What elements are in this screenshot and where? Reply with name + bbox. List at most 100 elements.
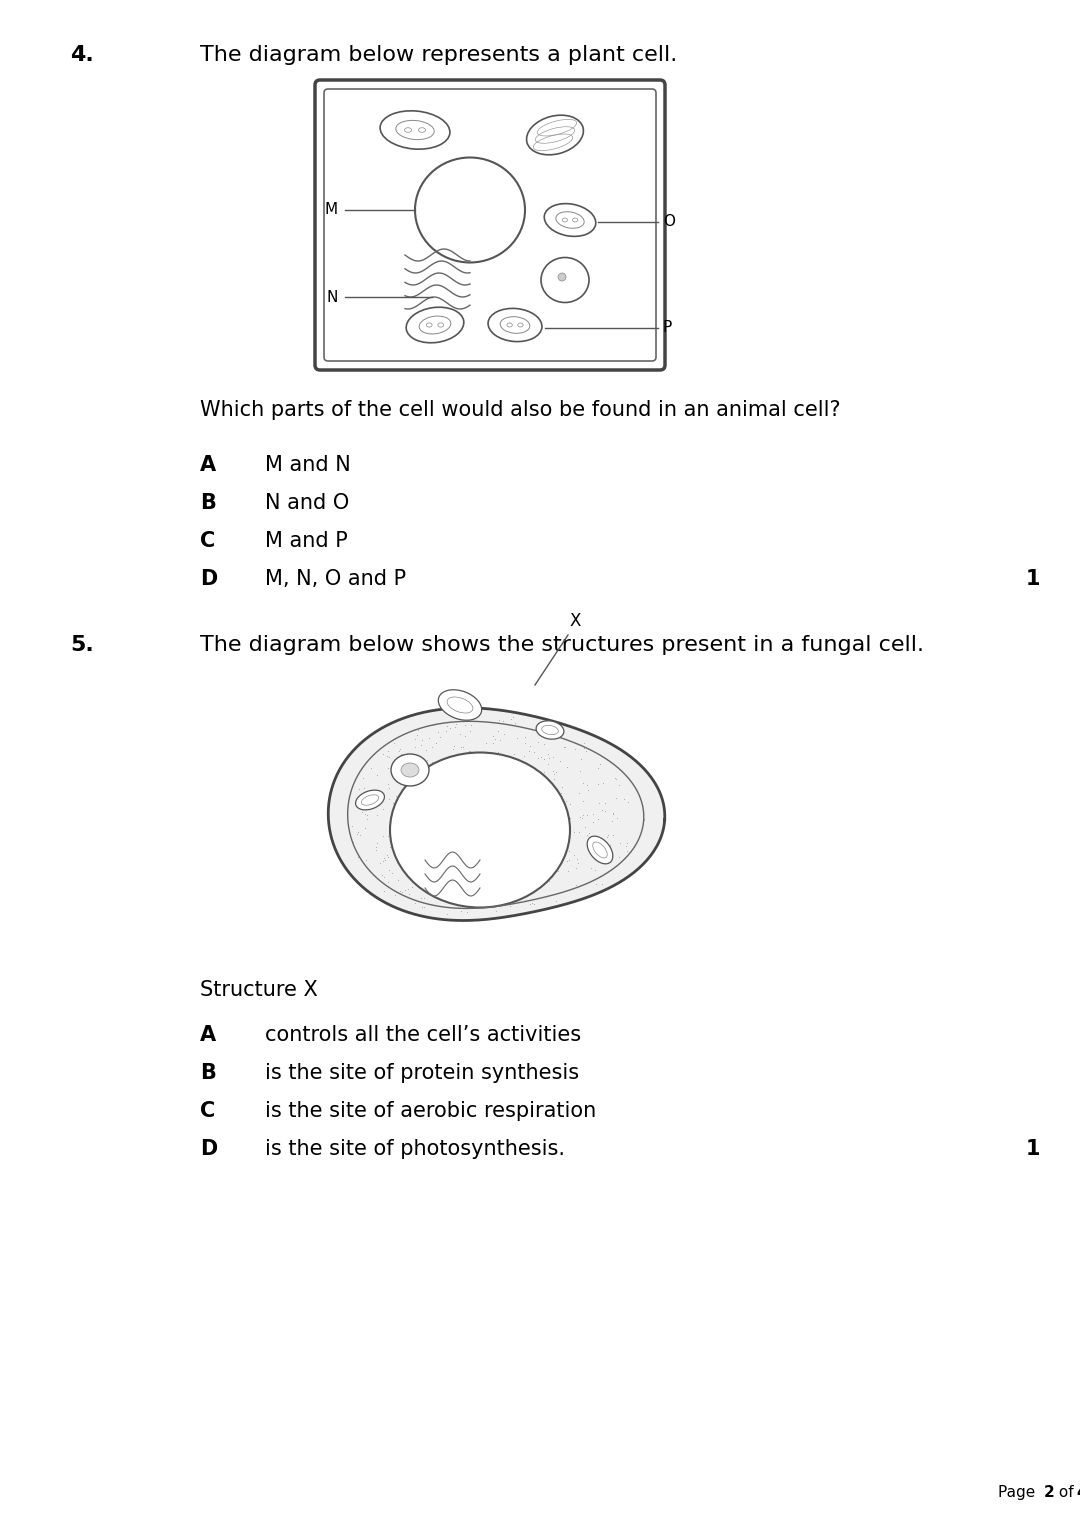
Point xyxy=(345,831,362,855)
Point xyxy=(343,814,361,838)
Point xyxy=(489,719,507,744)
Ellipse shape xyxy=(380,111,450,150)
Point xyxy=(485,895,502,919)
Point xyxy=(357,847,375,872)
Text: M, N, O and P: M, N, O and P xyxy=(265,570,406,589)
Text: is the site of aerobic respiration: is the site of aerobic respiration xyxy=(265,1101,596,1121)
Point xyxy=(368,831,386,855)
Point xyxy=(456,713,473,738)
Point xyxy=(530,745,548,770)
Point xyxy=(576,731,593,756)
Point xyxy=(490,709,508,733)
Ellipse shape xyxy=(558,273,566,281)
Point xyxy=(540,869,557,893)
Point xyxy=(391,739,408,764)
Point xyxy=(379,744,396,768)
Text: Page: Page xyxy=(998,1484,1040,1500)
Text: N and O: N and O xyxy=(265,493,349,513)
Text: X: X xyxy=(570,612,581,631)
Point xyxy=(399,876,416,901)
Point xyxy=(388,750,405,774)
Point xyxy=(496,722,513,747)
Ellipse shape xyxy=(406,307,463,342)
Point xyxy=(557,789,575,814)
Point xyxy=(368,764,386,788)
Point xyxy=(380,786,397,811)
Point xyxy=(454,734,471,759)
Point xyxy=(383,861,401,886)
Point xyxy=(562,825,579,849)
Point xyxy=(602,832,619,857)
Point xyxy=(430,719,447,744)
Point xyxy=(571,820,589,844)
Point xyxy=(594,771,611,796)
Point xyxy=(593,799,610,823)
Point xyxy=(413,733,430,757)
Point xyxy=(554,788,571,812)
Point xyxy=(571,805,589,829)
Point xyxy=(582,857,599,881)
Point xyxy=(374,863,391,887)
Point xyxy=(462,713,480,738)
Point xyxy=(419,748,436,773)
Point xyxy=(534,870,551,895)
Point xyxy=(351,777,368,802)
Point xyxy=(522,892,539,916)
Point xyxy=(367,834,384,858)
Text: A: A xyxy=(200,455,216,475)
Point xyxy=(375,797,392,822)
Point xyxy=(552,846,569,870)
Point xyxy=(420,880,437,904)
Point xyxy=(599,823,617,847)
Text: controls all the cell’s activities: controls all the cell’s activities xyxy=(265,1025,581,1044)
Point xyxy=(349,820,366,844)
Point xyxy=(417,738,434,762)
Point xyxy=(545,767,563,791)
Point xyxy=(570,851,588,875)
Text: Which parts of the cell would also be found in an animal cell?: Which parts of the cell would also be fo… xyxy=(200,400,840,420)
Ellipse shape xyxy=(391,754,429,786)
Point xyxy=(579,777,596,802)
Point xyxy=(544,774,562,799)
Point xyxy=(392,742,409,767)
Point xyxy=(354,765,372,789)
Point xyxy=(588,872,605,896)
Point xyxy=(453,899,470,924)
Point xyxy=(437,719,455,744)
Point xyxy=(609,805,626,829)
Point xyxy=(455,741,472,765)
Ellipse shape xyxy=(390,753,570,907)
Point xyxy=(359,808,376,832)
Point xyxy=(579,832,596,857)
Point xyxy=(559,838,577,863)
Point xyxy=(416,895,433,919)
Text: 1: 1 xyxy=(1026,570,1040,589)
Point xyxy=(565,820,582,844)
Point xyxy=(605,802,622,826)
Point xyxy=(579,823,596,847)
Point xyxy=(391,851,408,875)
Point xyxy=(486,727,503,751)
Point xyxy=(544,759,562,783)
Point xyxy=(505,742,523,767)
Point xyxy=(414,895,431,919)
Point xyxy=(604,809,621,834)
Text: M and P: M and P xyxy=(265,531,348,551)
Point xyxy=(605,823,622,847)
Point xyxy=(380,745,397,770)
Point xyxy=(570,780,588,805)
Point xyxy=(556,809,573,834)
Point xyxy=(620,789,637,814)
Point xyxy=(591,791,608,815)
Point xyxy=(607,786,624,811)
Point xyxy=(573,806,591,831)
Point xyxy=(616,786,633,811)
Point xyxy=(392,738,409,762)
Point xyxy=(549,785,566,809)
Point xyxy=(380,776,397,800)
Point xyxy=(376,864,393,889)
Point xyxy=(423,734,441,759)
Text: of: of xyxy=(1054,1484,1079,1500)
Point xyxy=(575,788,592,812)
Point xyxy=(374,742,391,767)
